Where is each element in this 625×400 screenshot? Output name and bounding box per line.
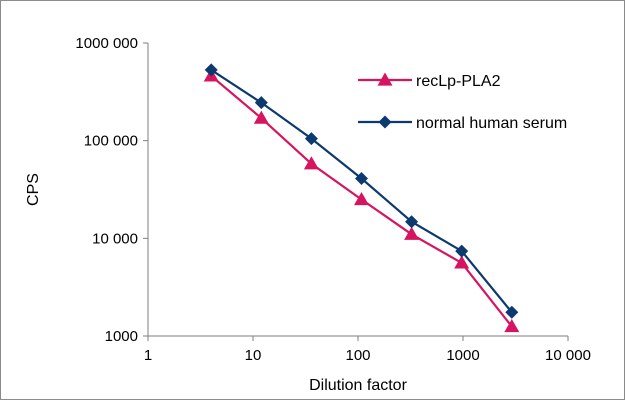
x-axis-title: Dilution factor [309, 377, 407, 394]
x-tick-label: 100 [345, 347, 370, 364]
data-point [303, 156, 319, 170]
series-reclp-pla2 [203, 68, 520, 333]
data-point [505, 305, 519, 319]
legend-label-normal-human-serum: normal human serum [416, 115, 567, 132]
x-tick-label: 10 [245, 347, 262, 364]
legend-marker-triangle-icon [377, 72, 393, 86]
data-point [355, 171, 369, 185]
diamond-icon [378, 115, 392, 129]
y-tick-label: 100 000 [84, 133, 138, 150]
data-point [354, 191, 370, 206]
series-normal-human-serum [204, 63, 519, 319]
data-point [204, 63, 218, 77]
data-point [404, 226, 420, 240]
y-tick-label: 10 000 [92, 230, 138, 247]
triangle-icon [377, 72, 393, 86]
legend-marker-diamond-icon [378, 115, 392, 129]
x-tick-label: 10 000 [545, 347, 591, 364]
y-tick-label: 1000 [105, 328, 138, 345]
data-point [504, 319, 520, 333]
data-point [454, 255, 470, 269]
data-point [253, 110, 269, 124]
data-point [405, 215, 419, 229]
series-line [210, 69, 513, 313]
y-axis-title: CPS [25, 173, 42, 206]
y-tick-label: 1000 000 [75, 35, 138, 52]
legend: recLp-PLA2 normal human serum [358, 72, 567, 132]
data-point [455, 244, 469, 258]
data-point [254, 96, 268, 110]
legend-label-reclp-pla2: recLp-PLA2 [416, 73, 501, 90]
legend-item-normal-human-serum: normal human serum [358, 115, 567, 132]
axis-ticks: 1000 10 000 100 000 1000 000 1 10 100 1000 10 00… [75, 35, 591, 364]
legend-item-reclp-pla2: recLp-PLA2 [358, 72, 501, 90]
data-point [304, 132, 318, 146]
axes [147, 43, 568, 337]
x-tick-label: 1 [144, 347, 152, 364]
series-layer [203, 63, 520, 333]
x-tick-label: 1000 [446, 347, 479, 364]
